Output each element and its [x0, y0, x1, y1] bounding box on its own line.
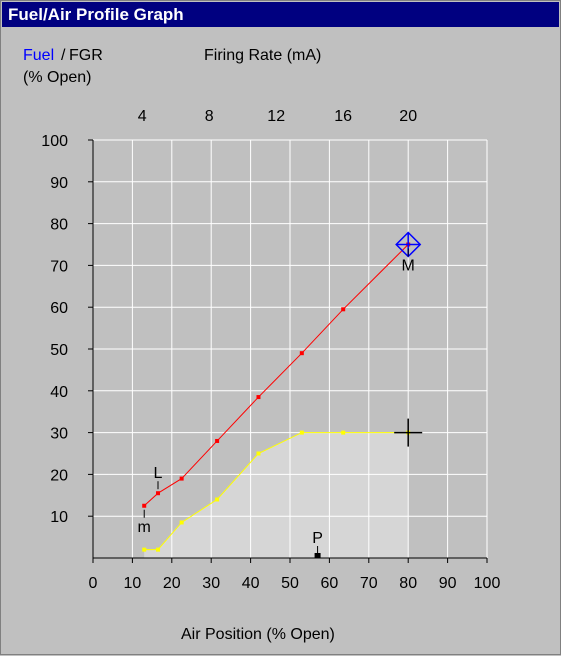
x-tick-label: 0 — [89, 575, 98, 592]
y-axis-unit-label: (% Open) — [23, 69, 92, 86]
x-tick-label: 70 — [360, 575, 378, 592]
top-tick-label: 16 — [334, 108, 352, 125]
y-tick-label: 90 — [50, 175, 68, 192]
data-point-fgr — [299, 430, 304, 435]
marker-label-M: M — [402, 258, 415, 275]
plot-area — [144, 432, 409, 558]
y-tick-label: 70 — [50, 258, 68, 275]
data-point-fgr — [341, 430, 346, 435]
series-line-fuel — [143, 244, 409, 507]
data-point-fuel — [215, 438, 220, 443]
marker-label-m: m — [138, 519, 151, 536]
x-tick-label: 100 — [474, 575, 501, 592]
firing-rate-title: Firing Rate (mA) — [204, 47, 322, 64]
grid-lines — [93, 139, 488, 558]
x-tick-label: 50 — [281, 575, 299, 592]
y-tick-label: 40 — [50, 384, 68, 401]
x-tick-label: 90 — [439, 575, 457, 592]
y-tick-label: 60 — [50, 300, 68, 317]
data-point-fuel — [299, 351, 304, 356]
y-tick-label: 80 — [50, 217, 68, 234]
top-tick-label: 8 — [205, 108, 214, 125]
data-point-fuel — [179, 476, 184, 481]
x-tick-label: 40 — [242, 575, 260, 592]
data-point-fgr — [215, 497, 220, 502]
marker-label-L: L — [154, 465, 163, 482]
x-tick-label: 80 — [399, 575, 417, 592]
marker-label-P: P — [312, 530, 323, 547]
x-axis-title: Air Position (% Open) — [181, 626, 335, 643]
top-tick-label: 4 — [138, 108, 147, 125]
series-line-fgr — [144, 432, 409, 551]
data-point-fgr — [156, 547, 161, 552]
marker-square-P — [314, 553, 321, 558]
top-tick-label: 20 — [399, 108, 417, 125]
window-title: Fuel/Air Profile Graph — [2, 2, 559, 27]
y-tick-label: 30 — [50, 426, 68, 443]
data-point-fuel — [142, 503, 147, 508]
data-point-fgr — [256, 451, 261, 456]
fgr-shaded-area — [144, 432, 409, 558]
axes: 0 10 20 30 40 50 60 70 80 90 100 10 20 30 40 50 60 70 80 90… — [41, 108, 500, 592]
top-tick-label: 12 — [267, 108, 285, 125]
x-tick-label: 60 — [321, 575, 339, 592]
series-layer — [142, 242, 411, 552]
x-tick-label: 10 — [124, 575, 142, 592]
y-tick-label: 50 — [50, 342, 68, 359]
y-tick-label: 100 — [41, 133, 68, 150]
fgr-label: FGR — [69, 47, 103, 64]
data-point-fgr — [142, 547, 147, 552]
data-point-fgr — [179, 520, 184, 525]
data-point-fuel — [341, 307, 346, 312]
data-point-fuel — [156, 491, 161, 496]
data-point-fuel — [256, 395, 261, 400]
x-tick-label: 20 — [163, 575, 181, 592]
y-tick-label: 10 — [50, 509, 68, 526]
y-tick-label: 20 — [50, 467, 68, 484]
marker-layer: Lm M P — [138, 231, 423, 558]
fuel-label: Fuel — [23, 47, 55, 64]
x-tick-label: 30 — [202, 575, 220, 592]
label-separator: / — [61, 47, 66, 64]
